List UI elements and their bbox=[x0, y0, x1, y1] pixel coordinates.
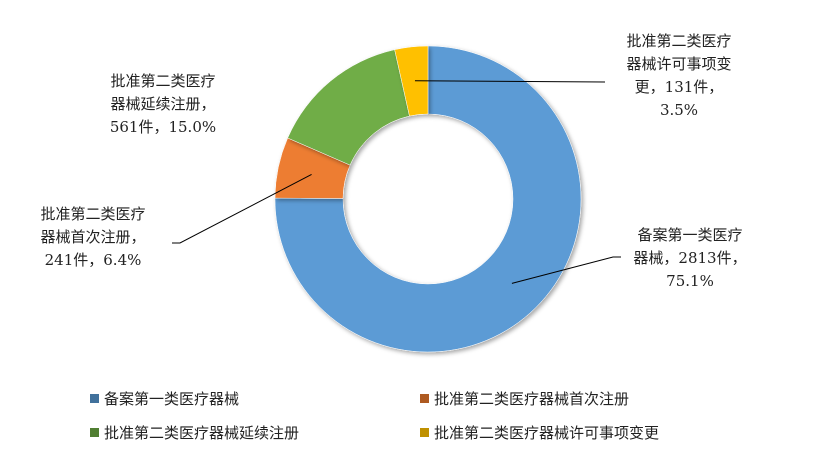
legend-swatch bbox=[90, 428, 99, 437]
leader-line-3 bbox=[414, 80, 606, 83]
legend-label: 批准第二类医疗器械延续注册 bbox=[104, 424, 300, 442]
legend-item-0: 备案第一类医疗器械 bbox=[90, 388, 239, 409]
data-label-3: 批准第二类医疗 器械许可事项变 更，131件， 3.5% bbox=[626, 32, 732, 119]
legend-swatch bbox=[420, 428, 429, 437]
leader-line-1 bbox=[172, 173, 312, 244]
legend-label: 备案第一类医疗器械 bbox=[104, 390, 240, 408]
legend-item-1: 批准第二类医疗器械首次注册 bbox=[420, 388, 629, 409]
data-label-0: 备案第一类医疗 器械，2813件， 75.1% bbox=[633, 226, 747, 290]
legend-item-3: 批准第二类医疗器械许可事项变更 bbox=[420, 422, 659, 443]
legend-label: 批准第二类医疗器械首次注册 bbox=[434, 390, 630, 408]
donut-slice-0 bbox=[274, 45, 582, 353]
data-label-1: 批准第二类医疗 器械首次注册， 241件，6.4% bbox=[40, 205, 146, 269]
legend-label: 批准第二类医疗器械许可事项变更 bbox=[434, 424, 660, 442]
data-label-2: 批准第二类医疗 器械延续注册， 561件，15.0% bbox=[109, 72, 217, 136]
legend-swatch bbox=[90, 394, 99, 403]
donut-slice-3 bbox=[394, 45, 429, 117]
legend-swatch bbox=[420, 394, 429, 403]
leader-line-0 bbox=[511, 256, 621, 284]
legend-item-2: 批准第二类医疗器械延续注册 bbox=[90, 422, 299, 443]
